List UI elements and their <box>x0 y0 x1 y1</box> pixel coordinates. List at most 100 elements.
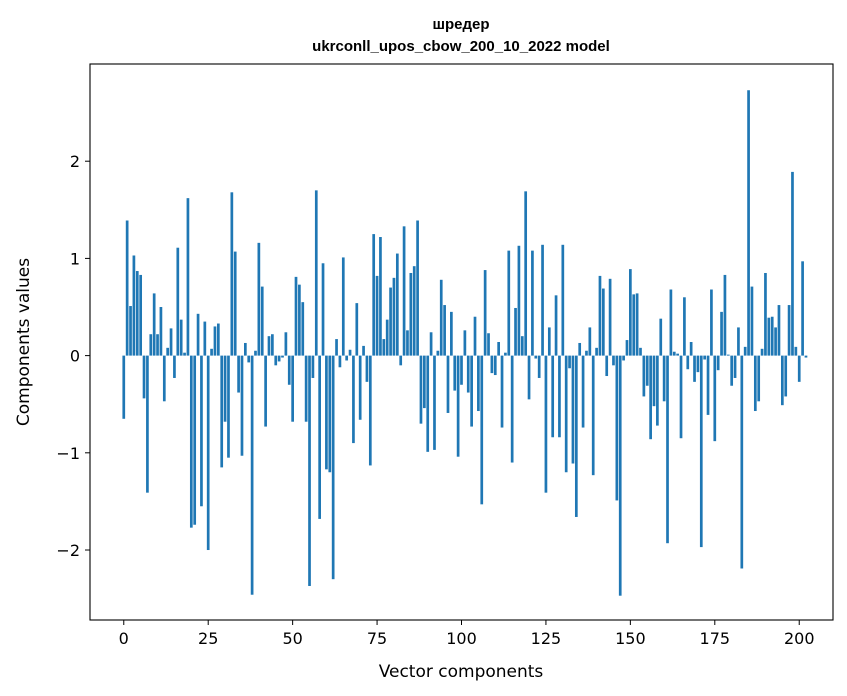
bar-143 <box>605 355 609 377</box>
bar-84 <box>406 330 409 356</box>
bar-83 <box>402 226 406 356</box>
bar-180 <box>730 355 734 386</box>
bar-116 <box>514 307 517 356</box>
bar-171 <box>699 355 703 548</box>
chart-subtitle: ukrconll_upos_cbow_200_10_2022 model <box>312 38 610 55</box>
bar-167 <box>686 355 690 370</box>
bar-191 <box>767 317 771 356</box>
y-tick-label-3: 1 <box>70 249 80 268</box>
bar-138 <box>588 327 592 356</box>
bar-113 <box>504 352 507 356</box>
bar-141 <box>598 275 602 356</box>
bar-181 <box>733 355 737 378</box>
x-tick-label-175: 175 <box>700 629 731 648</box>
x-tick-label-0: 0 <box>119 629 129 648</box>
y-tick-label-2: 0 <box>70 347 80 366</box>
bar-149 <box>625 340 629 356</box>
bar-38 <box>250 355 254 595</box>
bar-122 <box>534 355 538 359</box>
bar-12 <box>162 355 166 402</box>
bar-34 <box>237 355 240 393</box>
bar-192 <box>770 316 774 356</box>
bar-67 <box>348 349 352 356</box>
bar-126 <box>547 327 551 356</box>
bar-62 <box>331 355 335 580</box>
bar-59 <box>321 263 325 356</box>
bar-85 <box>409 272 413 356</box>
bar-135 <box>578 342 582 356</box>
bar-168 <box>689 342 693 356</box>
bar-3 <box>132 255 136 356</box>
bar-79 <box>389 287 392 356</box>
bar-4 <box>135 271 139 356</box>
bar-106 <box>480 355 484 505</box>
bar-55 <box>308 355 311 586</box>
bar-150 <box>629 269 632 356</box>
bar-129 <box>558 355 561 438</box>
bar-77 <box>382 339 386 356</box>
y-tick-label-0: −2 <box>56 541 80 560</box>
bar-119 <box>524 191 528 356</box>
bar-164 <box>676 353 679 356</box>
bar-198 <box>791 171 794 356</box>
bar-97 <box>450 311 453 356</box>
bar-170 <box>696 355 700 373</box>
bar-15 <box>173 355 176 378</box>
bar-63 <box>335 339 338 356</box>
bar-159 <box>659 318 663 356</box>
bar-151 <box>632 294 636 356</box>
bar-201 <box>801 261 804 356</box>
bar-21 <box>193 355 197 525</box>
bar-132 <box>568 355 571 369</box>
bar-88 <box>419 355 423 424</box>
bar-31 <box>227 355 230 458</box>
x-axis-label: Vector components <box>379 662 544 682</box>
bar-114 <box>507 250 511 356</box>
bar-104 <box>473 316 477 356</box>
bar-24 <box>203 321 207 356</box>
bar-47 <box>281 355 284 358</box>
bar-60 <box>325 355 328 470</box>
bar-95 <box>443 305 446 356</box>
bar-91 <box>429 332 433 356</box>
bar-158 <box>656 355 659 426</box>
bar-153 <box>639 347 642 356</box>
bar-197 <box>787 305 791 356</box>
bar-136 <box>581 355 585 428</box>
bar-18 <box>183 352 186 356</box>
bar-69 <box>355 303 359 356</box>
bar-64 <box>338 355 342 368</box>
bar-25 <box>206 355 210 551</box>
bar-80 <box>392 277 396 356</box>
bar-49 <box>287 355 291 385</box>
bar-112 <box>500 355 504 428</box>
bar-195 <box>780 355 784 406</box>
bar-127 <box>551 355 555 438</box>
bar-45 <box>274 355 278 366</box>
bar-163 <box>672 351 676 356</box>
bar-86 <box>412 266 416 356</box>
bar-120 <box>527 355 531 400</box>
bar-65 <box>341 257 345 356</box>
bar-51 <box>294 276 298 356</box>
bar-5 <box>139 274 143 356</box>
bar-200 <box>797 355 801 382</box>
bar-6 <box>142 355 146 399</box>
bar-9 <box>152 293 156 356</box>
bar-36 <box>244 342 247 356</box>
bar-186 <box>750 286 754 356</box>
bar-0 <box>122 355 126 419</box>
bar-100 <box>460 355 463 385</box>
bar-145 <box>612 355 615 366</box>
bar-11 <box>159 307 163 356</box>
bar-174 <box>710 289 713 356</box>
bar-188 <box>757 355 761 402</box>
bar-76 <box>379 237 382 356</box>
bar-123 <box>537 355 541 378</box>
bar-144 <box>608 278 612 356</box>
bar-111 <box>497 342 500 356</box>
bar-202 <box>804 355 808 358</box>
plot-area-frame <box>89 63 834 621</box>
bar-7 <box>146 355 149 493</box>
